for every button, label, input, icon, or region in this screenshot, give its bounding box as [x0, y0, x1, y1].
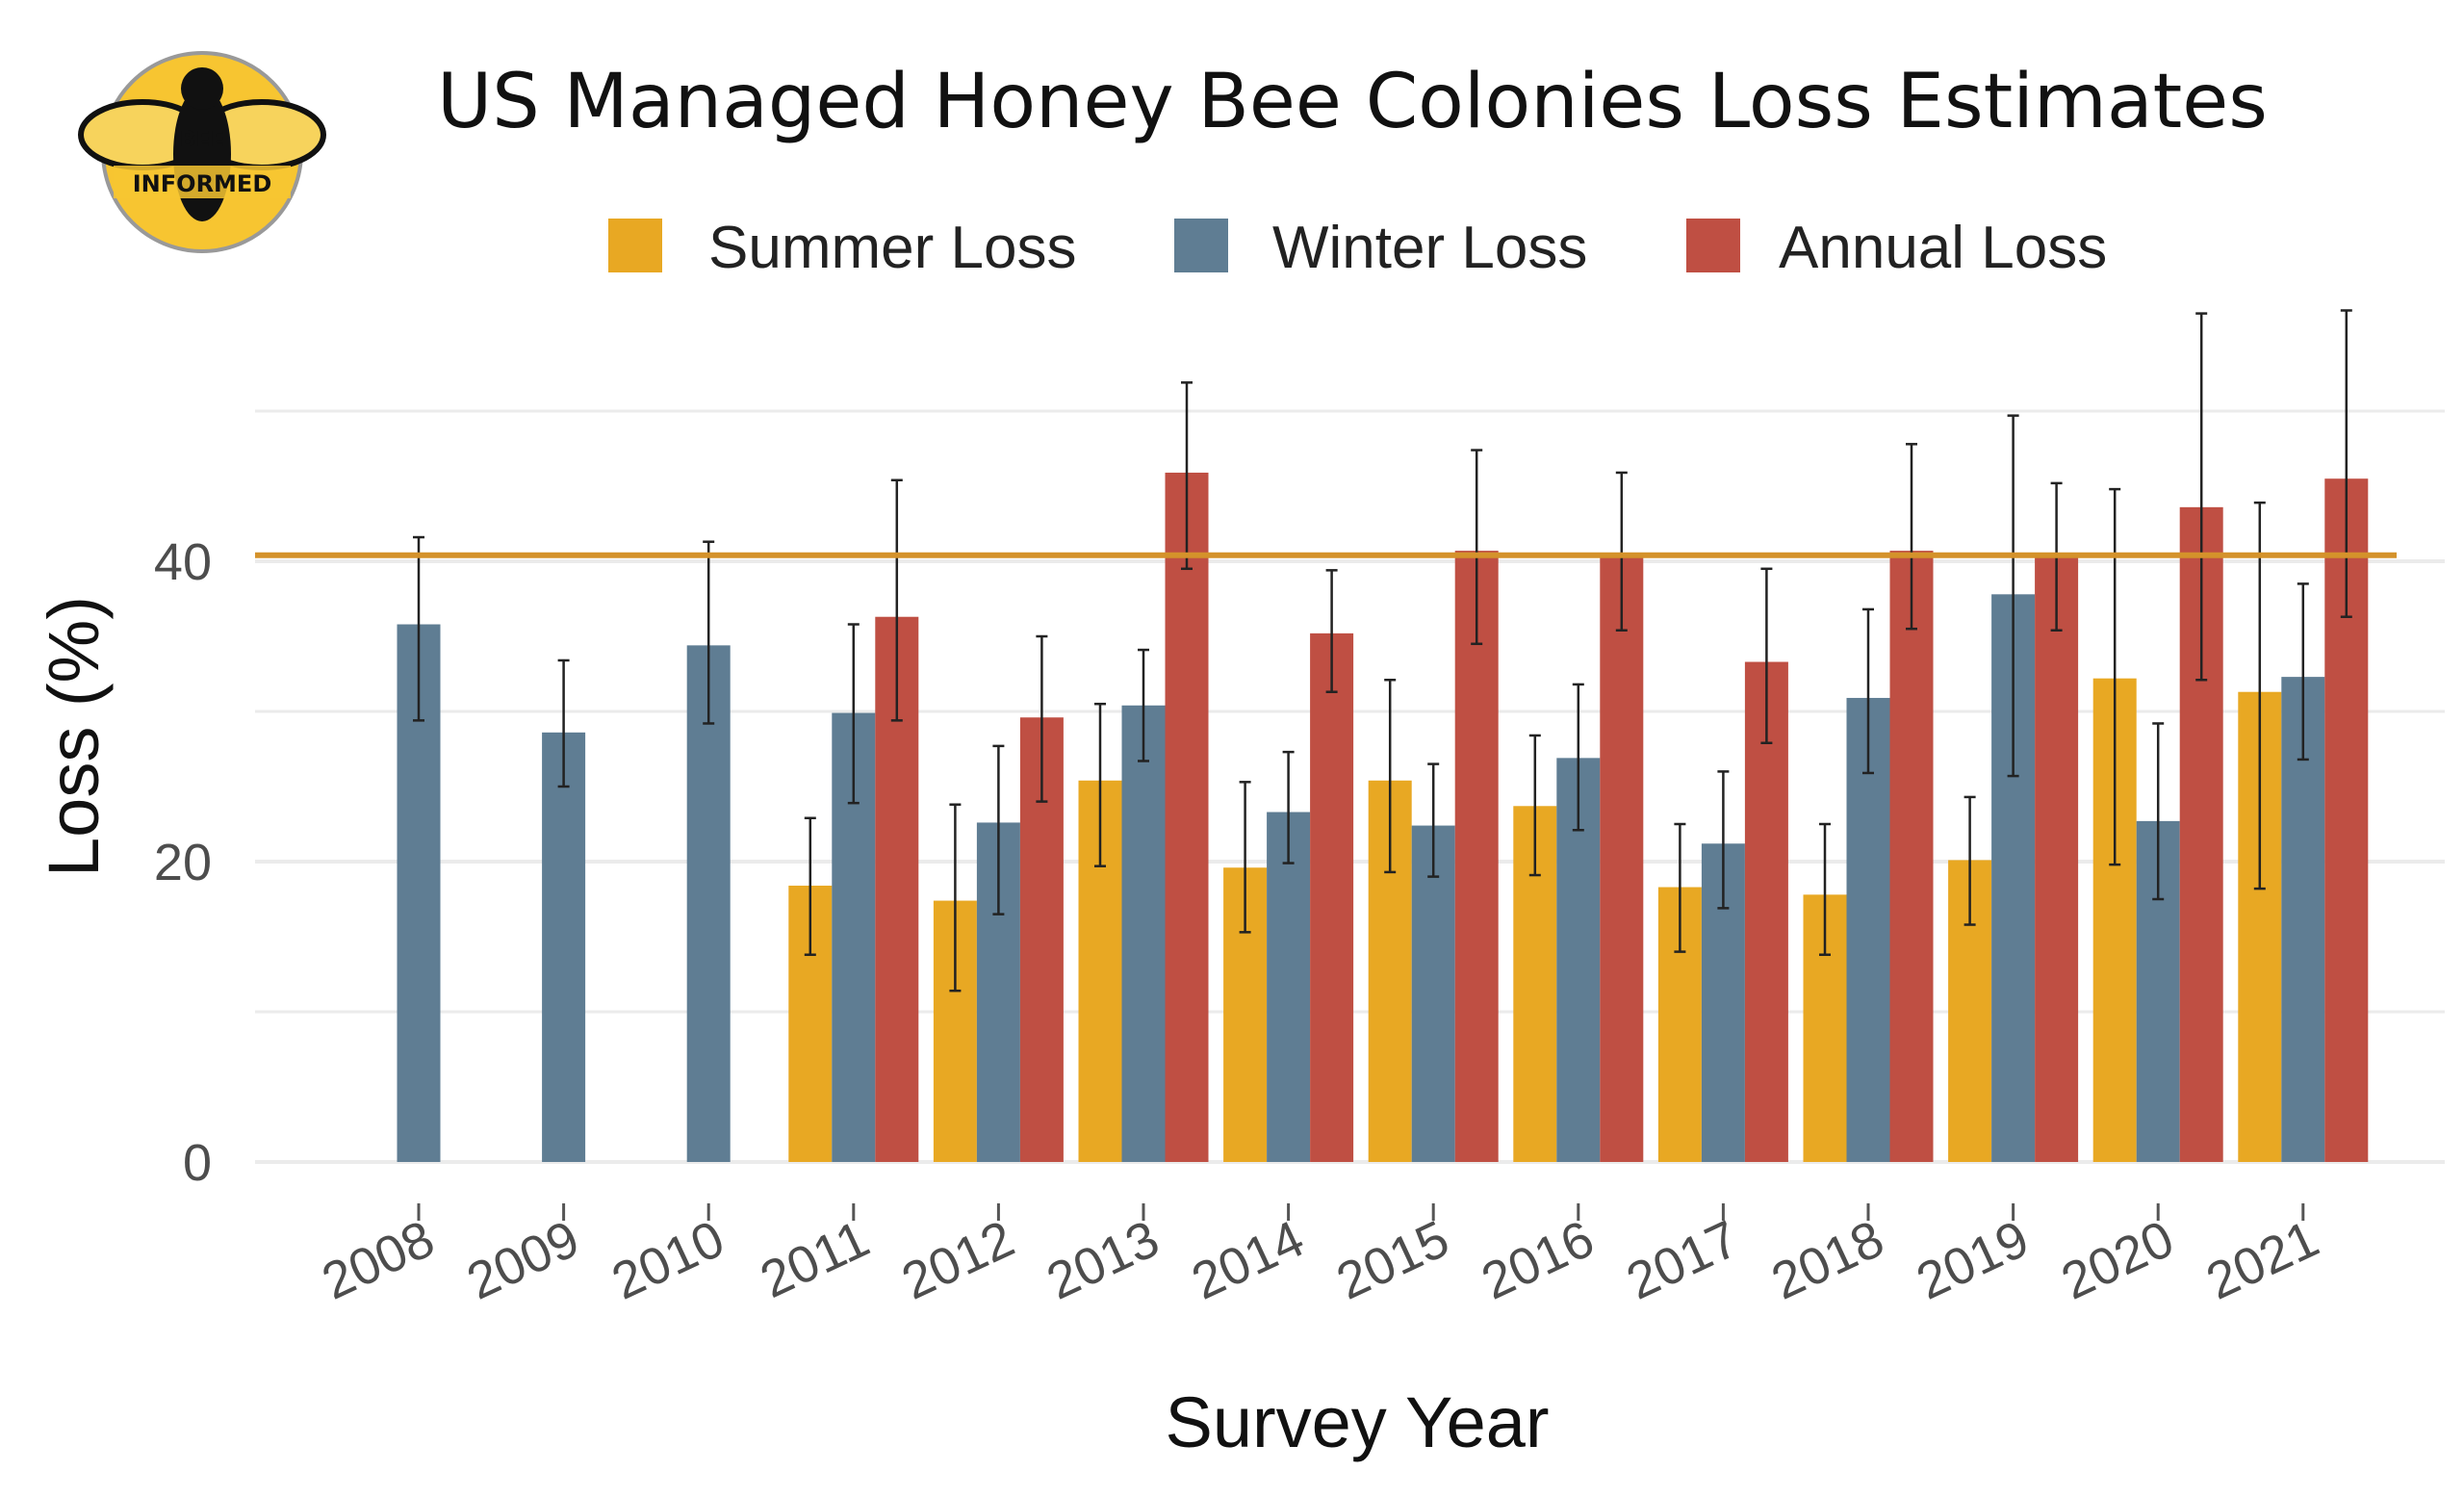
bar-winter-2009	[542, 732, 586, 1162]
bar-winter-2010	[686, 645, 731, 1162]
x-tick-label-2015: 2015	[1328, 1209, 1457, 1310]
logo-ribbon	[114, 166, 291, 198]
legend: Summer Loss Winter Loss Annual Loss	[608, 215, 2107, 281]
y-axis-title: Loss (%)	[34, 596, 114, 877]
bar-annual-2019	[2035, 556, 2079, 1162]
legend-label-summer: Summer Loss	[708, 215, 1076, 281]
chart-title: US Managed Honey Bee Colonies Loss Estim…	[437, 59, 2268, 145]
x-tick-label-2017: 2017	[1618, 1209, 1747, 1310]
bar-winter-2018	[1846, 697, 1890, 1162]
bar-annual-2015	[1454, 551, 1499, 1162]
error-bars	[413, 309, 2352, 993]
x-tick-label-2010: 2010	[603, 1209, 732, 1310]
legend-label-annual: Annual Loss	[1779, 215, 2107, 281]
logo-text-bee: BEE	[180, 128, 225, 152]
x-tick-label-2008: 2008	[314, 1209, 443, 1310]
x-tick-label-2014: 2014	[1183, 1209, 1312, 1310]
x-tick-label-2012: 2012	[893, 1209, 1022, 1310]
y-tick-label: 20	[154, 834, 212, 891]
bar-annual-2013	[1165, 472, 1209, 1163]
x-tick-label-2016: 2016	[1474, 1209, 1603, 1310]
y-axis-ticks: 0 20 40	[154, 533, 212, 1192]
bar-winter-2015	[1411, 825, 1455, 1162]
legend-swatch-summer	[608, 219, 662, 272]
bars	[397, 472, 2369, 1163]
bar-annual-2018	[1889, 551, 1934, 1162]
x-tick-label-2011: 2011	[752, 1209, 878, 1308]
x-tick-label-2019: 2019	[1908, 1209, 2037, 1310]
x-tick-label-2020: 2020	[2053, 1209, 2182, 1310]
x-tick-label-2021: 2021	[2198, 1209, 2327, 1310]
bee-informed-logo: BEE INFORMED	[78, 51, 326, 253]
legend-swatch-annual	[1686, 219, 1740, 272]
logo-text-informed: INFORMED	[133, 170, 272, 197]
x-tick-label-2018: 2018	[1763, 1209, 1892, 1310]
legend-label-winter: Winter Loss	[1272, 215, 1587, 281]
x-tick-label-2013: 2013	[1039, 1209, 1168, 1310]
bar-winter-2014	[1267, 812, 1311, 1162]
bar-annual-2017	[1744, 661, 1788, 1162]
y-tick-label: 0	[183, 1134, 212, 1192]
bar-annual-2016	[1600, 554, 1644, 1162]
bar-winter-2013	[1121, 705, 1166, 1162]
x-axis-ticks: 2008 2009 2010 2011 2012 2013 2014 2015 2016 2017…	[314, 1203, 2327, 1311]
legend-swatch-winter	[1174, 219, 1228, 272]
x-tick-label-2009: 2009	[458, 1209, 587, 1310]
x-axis-title: Survey Year	[1165, 1382, 1549, 1462]
logo-bee-head	[181, 67, 223, 110]
bar-annual-2014	[1310, 632, 1354, 1162]
y-tick-label: 40	[154, 533, 212, 591]
